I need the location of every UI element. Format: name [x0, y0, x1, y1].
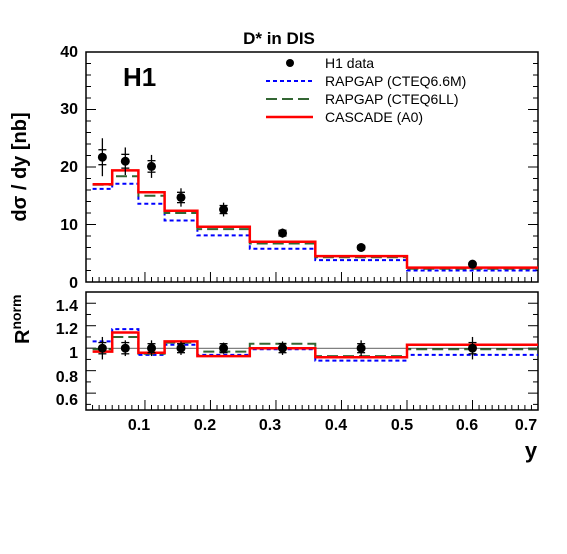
ratio-panel: 0.6 0.8 1 1.2 1.4 Rnorm 0.1 0.2 0.3 0.4 … [8, 291, 539, 463]
ratio-plot-marks [92, 328, 538, 362]
hist-cascade-a0 [92, 169, 538, 269]
main-data-point [97, 152, 107, 162]
ratio-data-point [147, 343, 157, 353]
main-data-point [120, 156, 130, 166]
main-ytick-label-10: 10 [60, 217, 78, 234]
x-axis-ticks [92, 400, 539, 410]
ratio-data-point [97, 343, 107, 353]
ratio-y-ticks [86, 302, 538, 405]
main-data-point [467, 259, 477, 269]
xtick-label-0-7: 0.7 [515, 417, 537, 434]
legend: H1 data RAPGAP (CTEQ6.6M) RAPGAP (CTEQ6L… [266, 55, 466, 125]
main-data-point [219, 205, 229, 215]
legend-label-h1-data: H1 data [325, 55, 374, 71]
xtick-label-0-4: 0.4 [325, 417, 347, 434]
ratio-y-axis-label-main: R [12, 329, 34, 344]
ratio-data-point [219, 343, 229, 353]
main-data-point [147, 161, 157, 171]
main-data-point [356, 243, 366, 252]
hist-cascade-a0 [92, 331, 538, 359]
ratio-ytick-label-0-8: 0.8 [56, 369, 78, 386]
ratio-data-point [278, 343, 288, 353]
ratio-ytick-label-1-4: 1.4 [56, 298, 78, 315]
ratio-y-axis-label-sup: norm [8, 295, 24, 330]
legend-marker-h1-data [286, 59, 294, 67]
ratio-plot-frame [85, 291, 539, 411]
main-y-axis-label: dσ / dy [nb] [9, 112, 31, 221]
x-axis-label: y [525, 438, 538, 463]
main-data-point [278, 228, 288, 238]
ratio-data-point [356, 343, 366, 353]
xtick-label-0-3: 0.3 [259, 417, 281, 434]
ratio-ytick-label-1: 1 [69, 345, 78, 362]
legend-label-rapgap-cteq66m: RAPGAP (CTEQ6.6M) [325, 73, 466, 89]
ratio-ytick-label-0-6: 0.6 [56, 392, 78, 409]
ratio-ytick-label-1-2: 1.2 [56, 321, 78, 338]
ratio-data-point [176, 343, 186, 353]
main-x-minor-ticks [92, 272, 539, 282]
main-plot-marks [92, 138, 538, 272]
hist-rapgap-cteq6-6m [92, 328, 538, 362]
h1-logo-text: H1 [123, 62, 156, 92]
xtick-label-0-1: 0.1 [128, 417, 150, 434]
xtick-label-0-6: 0.6 [456, 417, 478, 434]
main-data-point [176, 192, 186, 202]
ratio-data-point [467, 343, 477, 353]
main-panel: D* in DIS 0 10 20 30 40 dσ / dy [nb] H1 [9, 29, 539, 292]
legend-label-rapgap-cteq6ll: RAPGAP (CTEQ6LL) [325, 91, 459, 107]
chart-title: D* in DIS [243, 29, 315, 48]
main-ytick-label-40: 40 [60, 44, 78, 61]
ratio-y-axis-label: Rnorm [8, 295, 34, 344]
xtick-label-0-2: 0.2 [194, 417, 216, 434]
legend-label-cascade-a0: CASCADE (A0) [325, 109, 423, 125]
main-ytick-label-20: 20 [60, 159, 78, 176]
ratio-data-point [120, 343, 130, 353]
xtick-label-0-5: 0.5 [391, 417, 413, 434]
main-ytick-label-0: 0 [69, 275, 78, 292]
main-ytick-label-30: 30 [60, 101, 78, 118]
